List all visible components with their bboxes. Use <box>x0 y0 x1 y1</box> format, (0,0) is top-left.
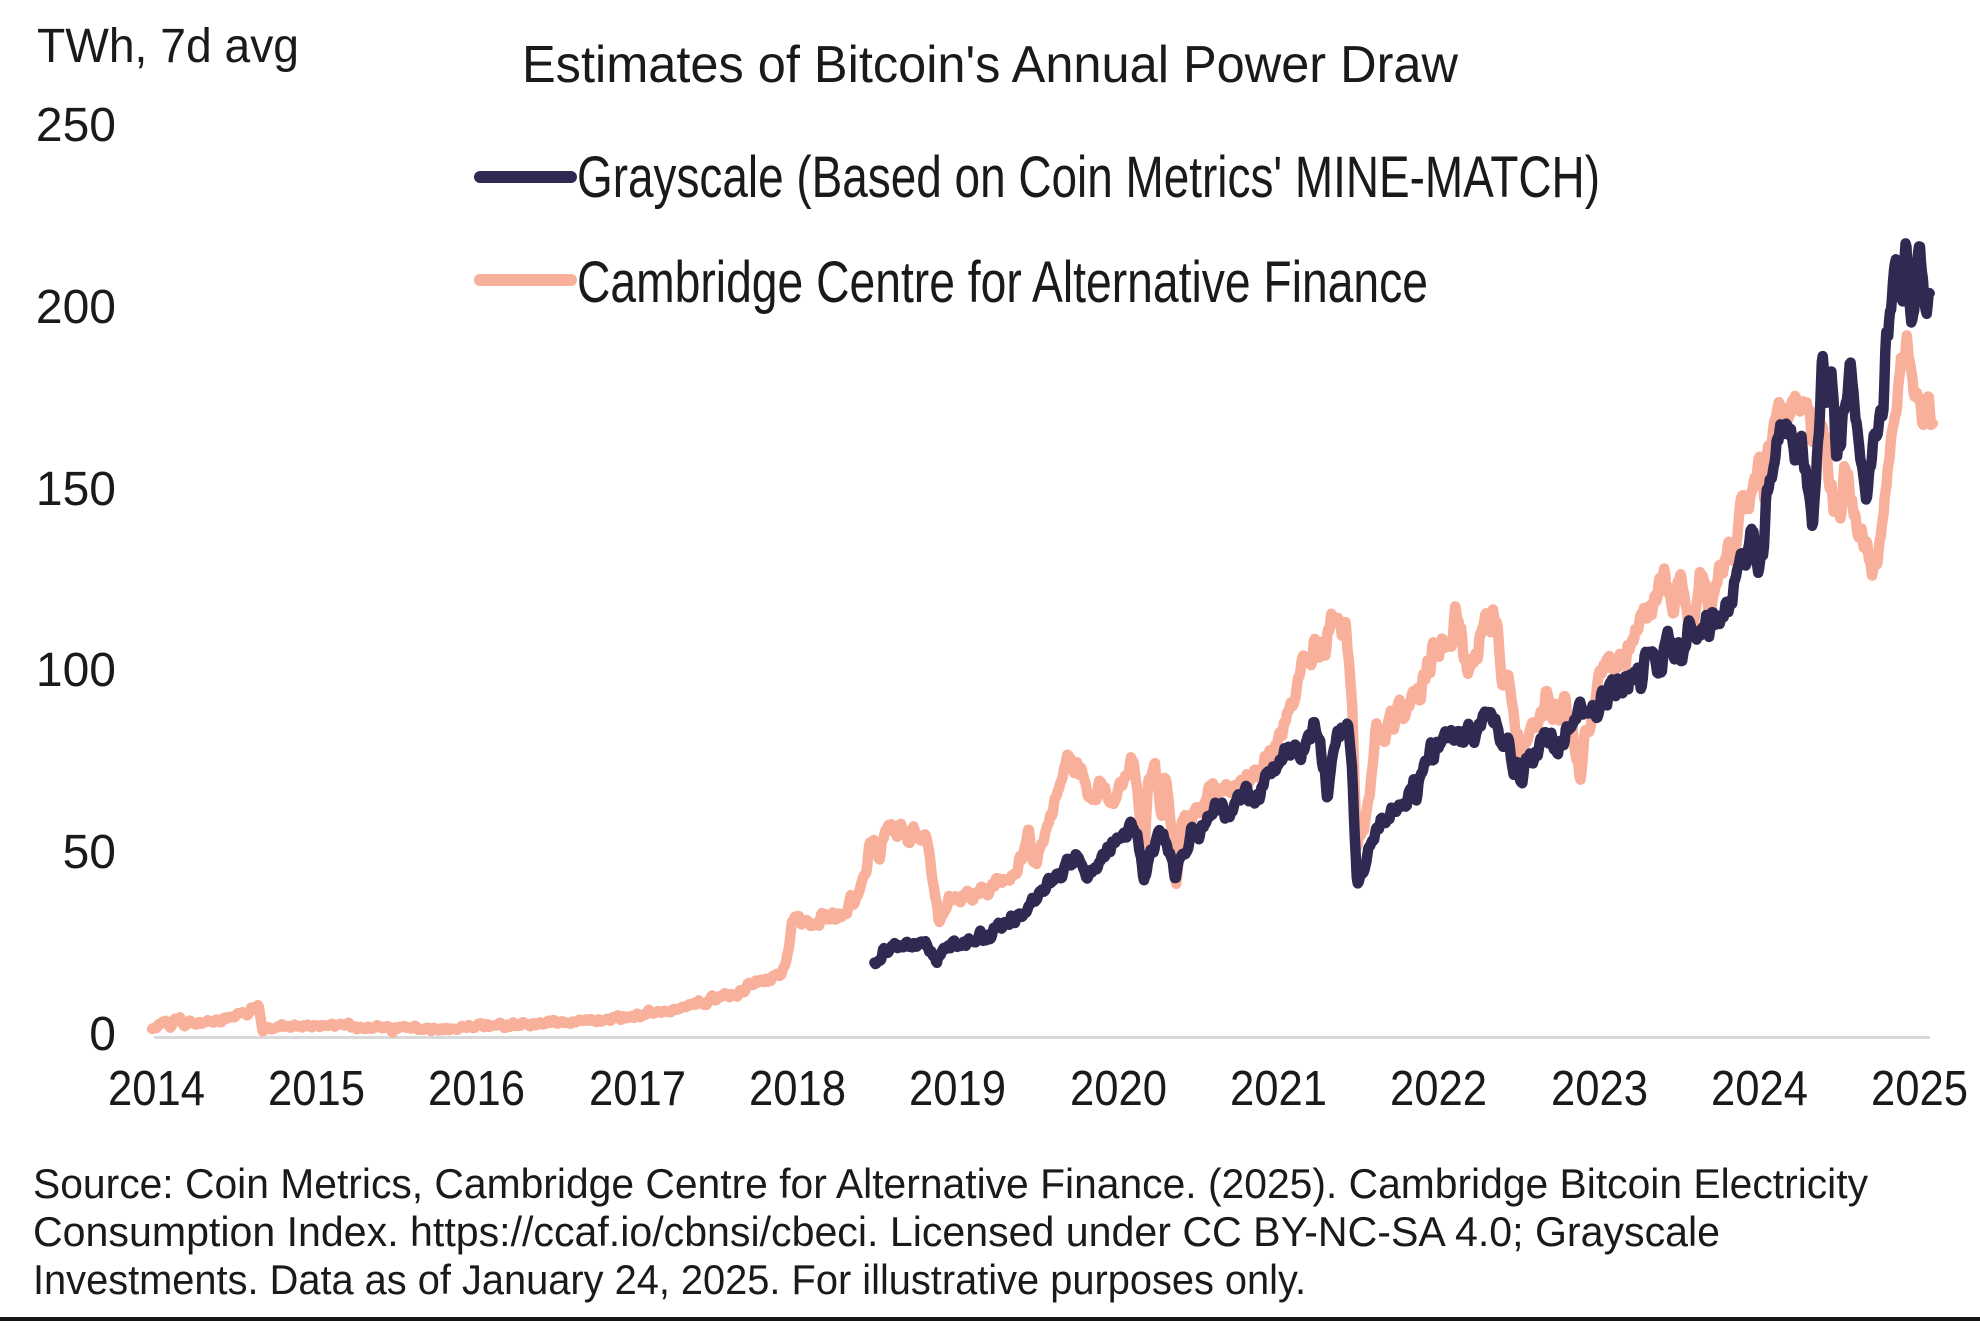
svg-text:2021: 2021 <box>1230 1061 1327 1116</box>
svg-text:200: 200 <box>36 281 116 334</box>
svg-text:Estimates of Bitcoin's Annual: Estimates of Bitcoin's Annual Power Draw <box>522 36 1458 94</box>
svg-text:Consumption Index. https://cca: Consumption Index. https://ccaf.io/cbnsi… <box>33 1208 1720 1255</box>
svg-text:2014: 2014 <box>108 1061 205 1116</box>
svg-text:2016: 2016 <box>428 1061 525 1116</box>
svg-text:250: 250 <box>36 99 116 152</box>
svg-text:2024: 2024 <box>1711 1061 1808 1116</box>
svg-text:Investments. Data as of Januar: Investments. Data as of January 24, 2025… <box>33 1256 1306 1303</box>
svg-text:2017: 2017 <box>589 1061 686 1116</box>
svg-text:2015: 2015 <box>268 1061 365 1116</box>
svg-text:2022: 2022 <box>1390 1061 1487 1116</box>
svg-text:100: 100 <box>36 644 116 697</box>
svg-text:0: 0 <box>89 1008 116 1061</box>
svg-text:2018: 2018 <box>749 1061 846 1116</box>
svg-text:Grayscale (Based on Coin Metri: Grayscale (Based on Coin Metrics' MINE-M… <box>577 145 1600 210</box>
svg-text:Source: Coin Metrics, Cambridg: Source: Coin Metrics, Cambridge Centre f… <box>33 1160 1868 1207</box>
svg-text:2020: 2020 <box>1070 1061 1167 1116</box>
svg-text:2023: 2023 <box>1551 1061 1648 1116</box>
svg-text:Cambridge Centre for Alternati: Cambridge Centre for Alternative Finance <box>577 250 1428 315</box>
svg-text:50: 50 <box>63 826 116 879</box>
svg-text:2019: 2019 <box>909 1061 1006 1116</box>
svg-text:TWh, 7d avg: TWh, 7d avg <box>37 20 299 73</box>
svg-text:150: 150 <box>36 463 116 516</box>
svg-text:2025: 2025 <box>1871 1061 1968 1116</box>
